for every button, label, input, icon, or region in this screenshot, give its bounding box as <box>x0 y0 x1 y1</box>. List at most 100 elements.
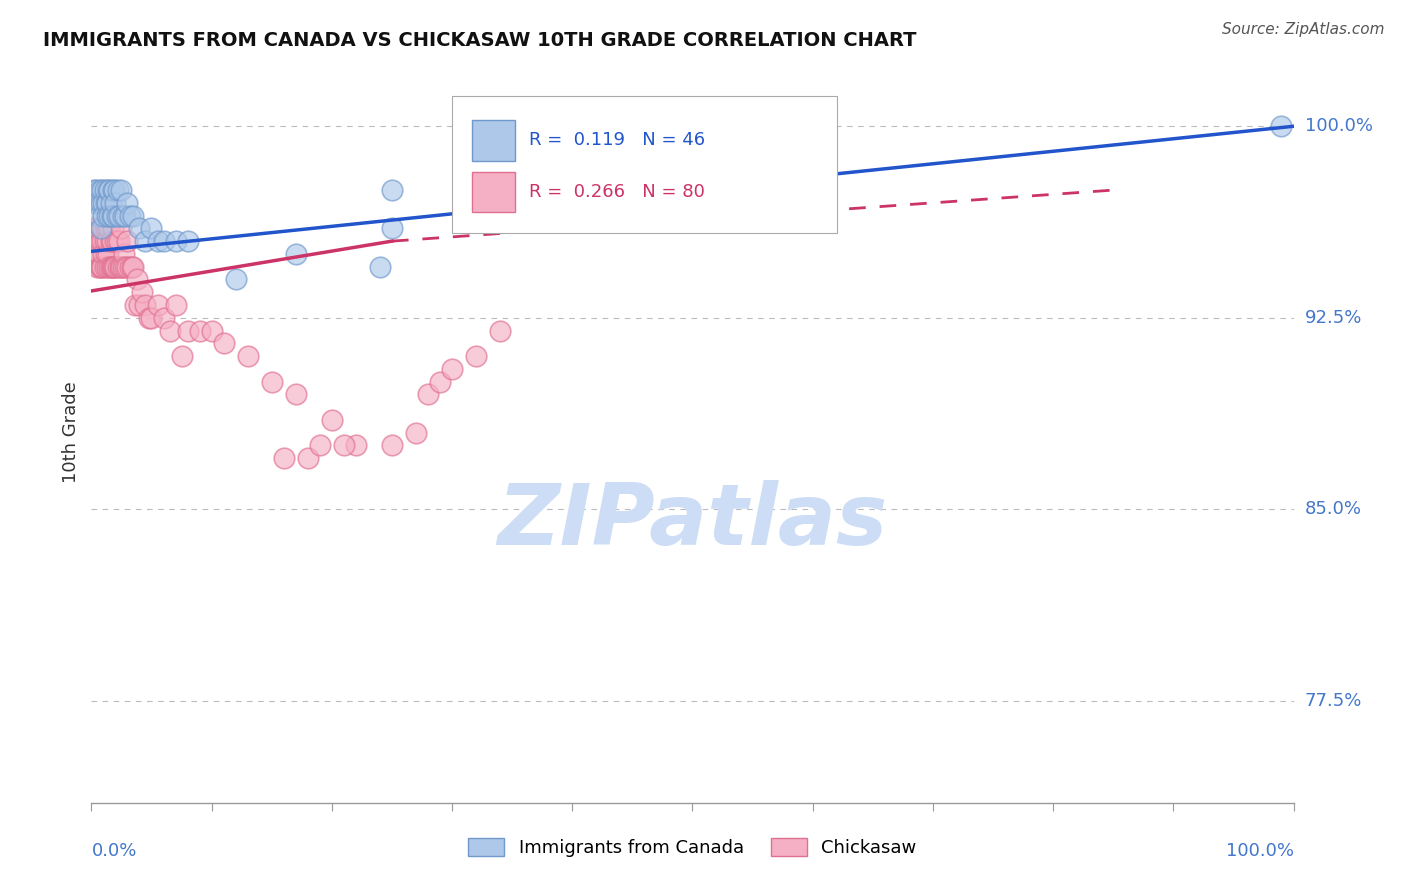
Point <box>108 209 131 223</box>
Point <box>152 234 174 248</box>
Point <box>104 260 127 274</box>
Point <box>131 285 153 300</box>
Point <box>84 234 107 248</box>
Point <box>93 234 115 248</box>
Point <box>381 221 404 235</box>
Point <box>101 260 124 274</box>
Point <box>284 387 307 401</box>
Point <box>110 260 132 274</box>
Text: ZIPatlas: ZIPatlas <box>498 480 887 563</box>
Point <box>381 183 404 197</box>
Point <box>96 209 118 223</box>
Point <box>100 234 122 248</box>
Text: 0.0%: 0.0% <box>91 842 136 860</box>
Point <box>84 247 107 261</box>
Point <box>114 260 136 274</box>
Point <box>94 195 117 210</box>
Point <box>122 209 145 223</box>
Point <box>165 298 187 312</box>
Point <box>112 247 135 261</box>
Point <box>91 234 114 248</box>
Point <box>381 438 404 452</box>
Point <box>90 221 112 235</box>
Point <box>225 272 247 286</box>
Point <box>101 209 124 223</box>
Point <box>96 195 118 210</box>
Bar <box>472 120 515 161</box>
Point <box>93 209 115 223</box>
Text: IMMIGRANTS FROM CANADA VS CHICKASAW 10TH GRADE CORRELATION CHART: IMMIGRANTS FROM CANADA VS CHICKASAW 10TH… <box>44 30 917 50</box>
Point <box>152 310 174 325</box>
Point <box>201 324 224 338</box>
Point <box>121 260 143 274</box>
Point <box>93 195 115 210</box>
Text: 100.0%: 100.0% <box>1305 117 1372 136</box>
Point <box>94 221 117 235</box>
Point <box>103 260 125 274</box>
Point <box>101 183 124 197</box>
Point <box>146 298 169 312</box>
Bar <box>472 171 515 212</box>
Point <box>101 260 124 274</box>
Point <box>117 234 139 248</box>
Point <box>90 195 112 210</box>
Text: Source: ZipAtlas.com: Source: ZipAtlas.com <box>1222 22 1385 37</box>
Point <box>159 324 181 338</box>
Point <box>368 260 391 274</box>
Text: 92.5%: 92.5% <box>1305 309 1362 326</box>
Point <box>83 183 105 197</box>
Point <box>93 183 115 197</box>
Point <box>84 183 107 197</box>
Point <box>103 183 125 197</box>
Point <box>86 221 108 235</box>
Point <box>212 336 235 351</box>
Point <box>101 234 124 248</box>
Point <box>188 324 211 338</box>
Point <box>333 438 356 452</box>
Point <box>1270 120 1292 134</box>
Point <box>110 183 132 197</box>
Point <box>114 209 136 223</box>
Point <box>89 260 111 274</box>
Point <box>87 209 110 223</box>
Point <box>176 234 198 248</box>
Point <box>98 183 121 197</box>
Legend: Immigrants from Canada, Chickasaw: Immigrants from Canada, Chickasaw <box>461 830 924 864</box>
Point <box>273 451 295 466</box>
Point <box>91 260 114 274</box>
Point <box>344 438 367 452</box>
Point <box>82 221 104 235</box>
Text: R =  0.119   N = 46: R = 0.119 N = 46 <box>529 131 704 149</box>
Point <box>111 260 134 274</box>
Point <box>93 221 115 235</box>
Point <box>87 247 110 261</box>
Point <box>104 195 127 210</box>
Point <box>465 349 488 363</box>
Point <box>489 324 512 338</box>
Point <box>105 234 128 248</box>
Point <box>97 183 120 197</box>
Point <box>94 247 117 261</box>
Point <box>108 234 131 248</box>
Point <box>128 221 150 235</box>
Point <box>122 260 145 274</box>
Point <box>429 375 451 389</box>
Point <box>134 234 156 248</box>
Point <box>100 260 122 274</box>
Point <box>91 183 114 197</box>
Text: 100.0%: 100.0% <box>1226 842 1294 860</box>
Point <box>128 298 150 312</box>
Point <box>84 195 107 210</box>
Point <box>110 221 132 235</box>
Point <box>308 438 330 452</box>
Point <box>90 260 112 274</box>
Point <box>86 195 108 210</box>
Text: 77.5%: 77.5% <box>1305 691 1362 710</box>
Point <box>118 209 141 223</box>
Point <box>170 349 193 363</box>
Point <box>93 260 115 274</box>
Point <box>96 234 118 248</box>
Point <box>440 361 463 376</box>
Point <box>124 298 146 312</box>
Point <box>107 260 129 274</box>
